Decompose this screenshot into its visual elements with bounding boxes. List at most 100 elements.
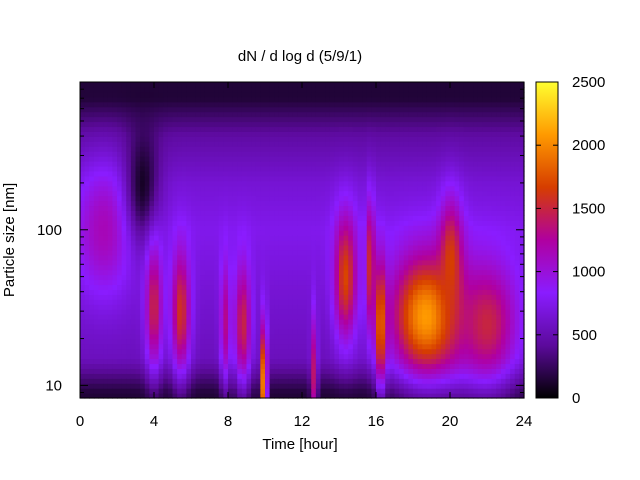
heatmap-cell xyxy=(218,111,224,118)
heatmap-cell xyxy=(436,151,442,157)
heatmap-cell xyxy=(408,304,414,310)
heatmap-cell xyxy=(339,299,345,305)
heatmap-cell xyxy=(135,235,141,241)
heatmap-cell xyxy=(121,225,127,231)
heatmap-cell xyxy=(163,205,169,211)
heatmap-cell xyxy=(371,294,377,300)
heatmap-cell xyxy=(112,368,118,374)
heatmap-cell xyxy=(320,363,326,369)
heatmap-cell xyxy=(417,165,423,172)
heatmap-cell xyxy=(255,393,261,399)
heatmap-cell xyxy=(84,343,90,350)
heatmap-cell xyxy=(394,378,400,384)
heatmap-cell xyxy=(315,151,322,157)
heatmap-cell xyxy=(334,328,340,335)
heatmap-cell xyxy=(103,185,109,192)
heatmap-cell xyxy=(172,279,178,286)
heatmap-cell xyxy=(399,151,405,157)
heatmap-cell xyxy=(149,358,155,365)
heatmap-cell xyxy=(311,353,317,360)
heatmap-cell xyxy=(255,180,261,187)
heatmap-cell xyxy=(343,259,349,266)
heatmap-cell xyxy=(172,249,178,256)
heatmap-cell xyxy=(140,200,146,207)
heatmap-cell xyxy=(117,220,123,226)
heatmap-cell xyxy=(228,190,234,197)
heatmap-cell xyxy=(413,170,419,177)
heatmap-cell xyxy=(334,175,340,182)
heatmap-cell xyxy=(334,225,340,231)
heatmap-cell xyxy=(117,151,123,157)
heatmap-cell xyxy=(149,274,155,281)
heatmap-cell xyxy=(154,249,160,256)
heatmap-cell xyxy=(297,249,303,256)
heatmap-cell xyxy=(343,264,349,271)
heatmap-cell xyxy=(339,170,345,177)
heatmap-cell xyxy=(302,210,308,216)
heatmap-cell xyxy=(417,86,423,93)
heatmap-cell xyxy=(149,106,155,113)
heatmap-cell xyxy=(339,254,345,261)
heatmap-cell xyxy=(315,353,322,360)
heatmap-cell xyxy=(413,328,419,335)
heatmap-cell xyxy=(306,116,312,123)
heatmap-cell xyxy=(121,289,127,295)
heatmap-cell xyxy=(200,175,206,182)
heatmap-cell xyxy=(260,210,266,216)
heatmap-cell xyxy=(98,388,104,394)
heatmap-cell xyxy=(121,363,127,369)
heatmap-cell xyxy=(93,264,100,271)
heatmap-cell xyxy=(431,215,437,221)
heatmap-cell xyxy=(255,328,261,335)
heatmap-cell xyxy=(228,151,234,157)
heatmap-cell xyxy=(376,264,382,271)
heatmap-cell xyxy=(154,373,160,379)
heatmap-cell xyxy=(89,180,95,187)
heatmap-cell xyxy=(140,353,146,360)
heatmap-cell xyxy=(283,175,289,182)
heatmap-cell xyxy=(417,274,423,281)
heatmap-cell xyxy=(260,358,266,365)
heatmap-cell xyxy=(288,185,294,192)
heatmap-cell xyxy=(191,146,197,152)
heatmap-cell xyxy=(380,86,386,93)
heatmap-cell xyxy=(126,230,132,236)
heatmap-cell xyxy=(394,136,400,142)
heatmap-cell xyxy=(126,161,132,167)
heatmap-cell xyxy=(200,323,206,330)
heatmap-cell xyxy=(117,146,123,152)
heatmap-cell xyxy=(426,378,433,384)
heatmap-cell xyxy=(436,205,442,211)
heatmap-cell xyxy=(144,358,150,365)
heatmap-cell xyxy=(121,314,127,320)
heatmap-cell xyxy=(214,96,220,103)
heatmap-cell xyxy=(265,358,271,365)
heatmap-cell xyxy=(436,373,442,379)
heatmap-cell xyxy=(283,116,289,123)
heatmap-cell xyxy=(167,259,174,266)
heatmap-cell xyxy=(158,146,164,152)
heatmap-cell xyxy=(413,180,419,187)
heatmap-cell xyxy=(195,289,201,295)
heatmap-cell xyxy=(200,180,206,187)
heatmap-cell xyxy=(417,314,423,320)
heatmap-cell xyxy=(218,136,224,142)
heatmap-cell xyxy=(297,185,303,192)
heatmap-cell xyxy=(399,161,405,167)
heatmap-cell xyxy=(394,353,400,360)
heatmap-cell xyxy=(329,101,335,108)
heatmap-cell xyxy=(274,165,280,172)
heatmap-cell xyxy=(144,101,150,108)
heatmap-cell xyxy=(163,96,169,103)
heatmap-cell xyxy=(274,314,280,320)
heatmap-cell xyxy=(376,161,382,167)
heatmap-cell xyxy=(315,393,322,399)
heatmap-cell xyxy=(283,86,289,93)
heatmap-cell xyxy=(362,215,368,221)
heatmap-cell xyxy=(195,383,201,389)
heatmap-cell xyxy=(191,294,197,300)
heatmap-cell xyxy=(140,338,146,345)
heatmap-cell xyxy=(385,146,391,152)
heatmap-cell xyxy=(325,368,331,374)
heatmap-cell xyxy=(366,368,372,374)
